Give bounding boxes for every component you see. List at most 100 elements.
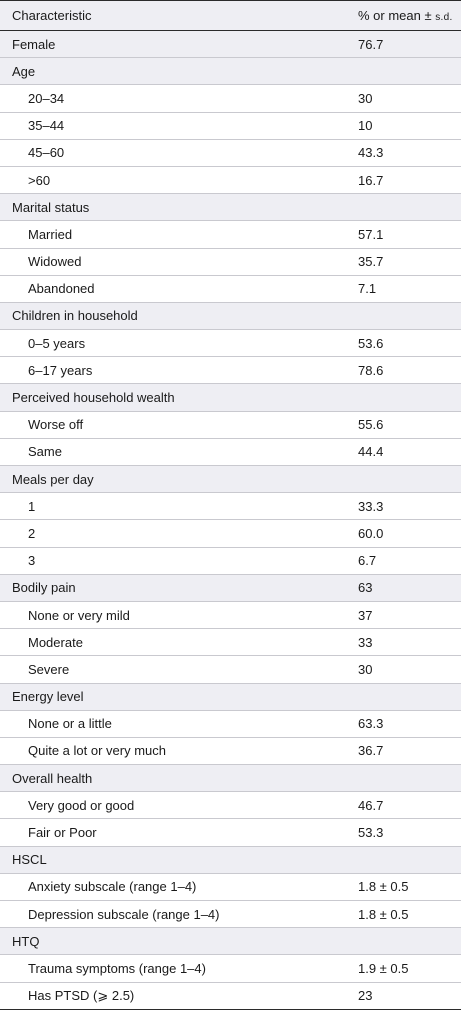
value-cell: 53.3 [358,825,384,841]
table-row: Married 57.1 [0,221,461,249]
table-row: 1 33.3 [0,493,461,521]
value-cell: 23 [358,988,373,1004]
value-cell: 33.3 [358,498,384,514]
table-row: Trauma symptoms (range 1–4) 1.9 ± 0.5 [0,955,461,983]
value-cell: 10 [358,118,373,134]
characteristic-cell: Children in household [12,308,138,324]
characteristic-cell: 6–17 years [28,362,93,378]
characteristic-cell: Worse off [28,417,84,433]
value-cell: 44.4 [358,444,384,460]
table-row: 20–34 30 [0,85,461,113]
table-row: Moderate 33 [0,629,461,657]
table-row: Anxiety subscale (range 1–4) 1.8 ± 0.5 [0,874,461,901]
characteristic-cell: None or very mild [28,607,130,623]
characteristic-cell: Meals per day [12,471,94,487]
value-cell: 43.3 [358,145,384,161]
table-row: Widowed 35.7 [0,249,461,276]
table-group-row: Age [0,58,461,86]
value-cell: 63.3 [358,716,384,732]
characteristic-cell: 20–34 [28,90,65,106]
characteristic-cell: Married [28,226,73,242]
column-header-percent-or-mean: % or mean ± s.d. [346,8,461,23]
value-cell: 33 [358,634,373,650]
value-cell: 1.8 ± 0.5 [358,906,409,922]
characteristic-cell: Moderate [28,634,83,650]
value-cell: 6.7 [358,553,377,569]
table-group-row: Energy level [0,683,461,711]
characteristic-cell: 45–60 [28,145,65,161]
characteristic-cell: Severe [28,661,70,677]
table-row: Abandoned 7.1 [0,276,461,303]
characteristic-cell: Has PTSD (⩾ 2.5) [28,987,135,1003]
table-row: Worse off 55.6 [0,412,461,439]
table-row: None or a little 63.3 [0,711,461,738]
characteristic-cell: Trauma symptoms (range 1–4) [28,960,206,976]
characteristic-cell: 3 [28,553,36,569]
characteristic-cell: HTQ [12,933,40,949]
characteristic-cell: Anxiety subscale (range 1–4) [28,879,197,895]
value-cell: 7.1 [358,281,377,297]
characteristic-cell: 35–44 [28,118,65,134]
table-row: 3 6.7 [0,548,461,575]
value-cell: 35.7 [358,254,384,270]
table-group-row: Perceived household wealth [0,384,461,412]
value-cell: 63 [358,580,373,596]
characteristic-cell: Quite a lot or very much [28,743,166,759]
value-cell: 1.8 ± 0.5 [358,879,409,895]
value-cell: 30 [358,661,373,677]
characteristic-cell: 2 [28,525,36,541]
table-row: Severe 30 [0,656,461,684]
value-cell: 53.6 [358,335,384,351]
characteristic-cell: Depression subscale (range 1–4) [28,906,220,922]
table-row: Same 44.4 [0,439,461,466]
table-row: >60 16.7 [0,167,461,195]
characteristic-cell: Very good or good [28,797,135,813]
characteristic-cell: Overall health [12,770,93,786]
table-row: 2 60.0 [0,520,461,548]
value-cell: 37 [358,607,373,623]
table-row: 0–5 years 53.6 [0,330,461,358]
column-header-percent-text: % or mean ± [358,8,436,23]
characteristic-cell: None or a little [28,716,112,732]
value-cell: 36.7 [358,743,384,759]
characteristic-cell: 1 [28,498,36,514]
characteristic-cell: Age [12,63,36,79]
value-cell: 78.6 [358,362,384,378]
table-row: Fair or Poor 53.3 [0,819,461,847]
characteristic-cell: Energy level [12,689,84,705]
table-group-row: Bodily pain 63 [0,574,461,602]
table-row: 35–44 10 [0,113,461,140]
table-group-row: HTQ [0,928,461,956]
column-header-sd-text: s.d. [435,12,453,23]
table-row: Depression subscale (range 1–4) 1.8 ± 0.5 [0,901,461,929]
value-cell: 76.7 [358,36,384,52]
table-group-row: Overall health [0,765,461,793]
value-cell: 57.1 [358,226,384,242]
value-cell: 46.7 [358,797,384,813]
table-row: 6–17 years 78.6 [0,357,461,385]
value-cell: 1.9 ± 0.5 [358,960,409,976]
characteristic-cell: 0–5 years [28,335,86,351]
value-cell: 16.7 [358,172,384,188]
characteristic-cell: Abandoned [28,281,95,297]
table-row: Quite a lot or very much 36.7 [0,738,461,766]
table-group-row: Female 76.7 [0,31,461,59]
table-group-row: HSCL [0,846,461,874]
characteristic-cell: Bodily pain [12,580,76,596]
table-row: None or very mild 37 [0,602,461,630]
characteristic-cell: Fair or Poor [28,825,97,841]
characteristic-cell: >60 [28,172,51,188]
table-group-row: Meals per day [0,466,461,494]
characteristic-cell: Perceived household wealth [12,390,175,406]
table-group-row: Children in household [0,302,461,331]
value-cell: 55.6 [358,417,384,433]
value-cell: 30 [358,90,373,106]
characteristic-cell: Widowed [28,254,82,270]
characteristic-cell: Marital status [12,199,90,215]
value-cell: 60.0 [358,525,384,541]
table-row: Very good or good 46.7 [0,792,461,820]
column-header-characteristic: Characteristic [12,8,92,23]
characteristic-cell: HSCL [12,852,47,868]
table-body: Female 76.7 Age 20–34 30 35–44 10 45–60 43.3 >60 1… [0,31,461,1010]
